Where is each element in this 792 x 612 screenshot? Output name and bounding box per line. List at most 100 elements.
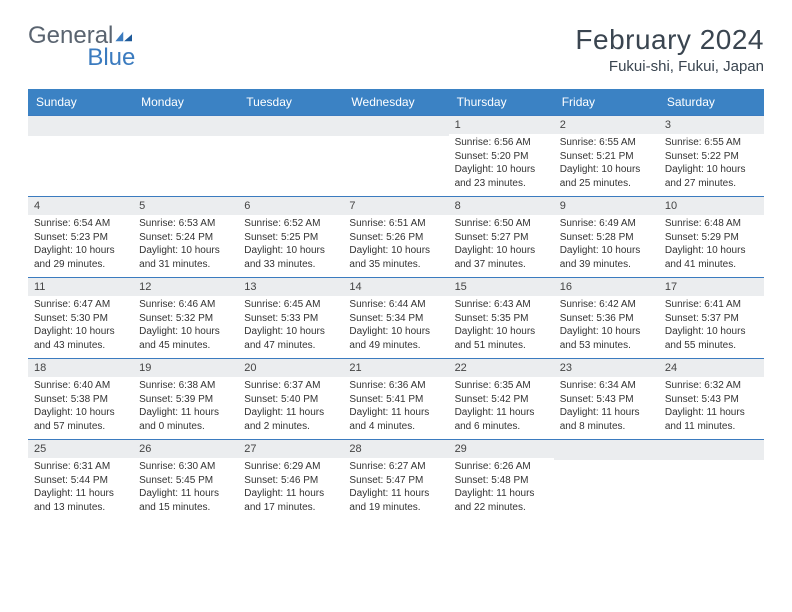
day-content: Sunrise: 6:52 AMSunset: 5:25 PMDaylight:…: [238, 215, 343, 277]
day-content: Sunrise: 6:55 AMSunset: 5:22 PMDaylight:…: [659, 134, 764, 196]
day-number: 13: [238, 278, 343, 296]
day-content: Sunrise: 6:26 AMSunset: 5:48 PMDaylight:…: [449, 458, 554, 520]
day-number: 1: [449, 116, 554, 134]
day-content: Sunrise: 6:55 AMSunset: 5:21 PMDaylight:…: [554, 134, 659, 196]
day-cell-10: 10Sunrise: 6:48 AMSunset: 5:29 PMDayligh…: [659, 196, 764, 277]
page-header: GeneralBlue February 2024 Fukui-shi, Fuk…: [28, 24, 764, 75]
logo: GeneralBlue: [28, 24, 135, 70]
day-cell-20: 20Sunrise: 6:37 AMSunset: 5:40 PMDayligh…: [238, 358, 343, 439]
weekday-tuesday: Tuesday: [238, 89, 343, 115]
day-number: 27: [238, 440, 343, 458]
empty-cell: [343, 115, 448, 196]
day-content: Sunrise: 6:41 AMSunset: 5:37 PMDaylight:…: [659, 296, 764, 358]
day-number: 9: [554, 197, 659, 215]
day-number: 16: [554, 278, 659, 296]
day-number: 12: [133, 278, 238, 296]
day-number: 10: [659, 197, 764, 215]
day-cell-28: 28Sunrise: 6:27 AMSunset: 5:47 PMDayligh…: [343, 439, 448, 520]
day-content: Sunrise: 6:45 AMSunset: 5:33 PMDaylight:…: [238, 296, 343, 358]
calendar-page: GeneralBlue February 2024 Fukui-shi, Fuk…: [0, 0, 792, 544]
weekday-saturday: Saturday: [659, 89, 764, 115]
day-cell-7: 7Sunrise: 6:51 AMSunset: 5:26 PMDaylight…: [343, 196, 448, 277]
day-number: 20: [238, 359, 343, 377]
day-number: 18: [28, 359, 133, 377]
day-number: 26: [133, 440, 238, 458]
day-number: 14: [343, 278, 448, 296]
weekday-monday: Monday: [133, 89, 238, 115]
calendar-body: 1Sunrise: 6:56 AMSunset: 5:20 PMDaylight…: [28, 115, 764, 520]
day-cell-5: 5Sunrise: 6:53 AMSunset: 5:24 PMDaylight…: [133, 196, 238, 277]
day-cell-14: 14Sunrise: 6:44 AMSunset: 5:34 PMDayligh…: [343, 277, 448, 358]
empty-cell: [554, 439, 659, 520]
day-number: 6: [238, 197, 343, 215]
month-title: February 2024: [575, 24, 764, 56]
weekday-thursday: Thursday: [449, 89, 554, 115]
day-number: 4: [28, 197, 133, 215]
day-content: Sunrise: 6:32 AMSunset: 5:43 PMDaylight:…: [659, 377, 764, 439]
weekday-header: SundayMondayTuesdayWednesdayThursdayFrid…: [28, 89, 764, 115]
day-cell-8: 8Sunrise: 6:50 AMSunset: 5:27 PMDaylight…: [449, 196, 554, 277]
day-cell-17: 17Sunrise: 6:41 AMSunset: 5:37 PMDayligh…: [659, 277, 764, 358]
location-text: Fukui-shi, Fukui, Japan: [575, 58, 764, 75]
day-number: 19: [133, 359, 238, 377]
day-content: Sunrise: 6:40 AMSunset: 5:38 PMDaylight:…: [28, 377, 133, 439]
day-number: 8: [449, 197, 554, 215]
day-cell-18: 18Sunrise: 6:40 AMSunset: 5:38 PMDayligh…: [28, 358, 133, 439]
empty-cell: [133, 115, 238, 196]
logo-text-blue: Blue: [87, 44, 135, 71]
day-content: Sunrise: 6:56 AMSunset: 5:20 PMDaylight:…: [449, 134, 554, 196]
day-content: Sunrise: 6:38 AMSunset: 5:39 PMDaylight:…: [133, 377, 238, 439]
day-cell-15: 15Sunrise: 6:43 AMSunset: 5:35 PMDayligh…: [449, 277, 554, 358]
day-cell-21: 21Sunrise: 6:36 AMSunset: 5:41 PMDayligh…: [343, 358, 448, 439]
empty-cell: [28, 115, 133, 196]
day-cell-24: 24Sunrise: 6:32 AMSunset: 5:43 PMDayligh…: [659, 358, 764, 439]
day-content: Sunrise: 6:47 AMSunset: 5:30 PMDaylight:…: [28, 296, 133, 358]
day-content: Sunrise: 6:34 AMSunset: 5:43 PMDaylight:…: [554, 377, 659, 439]
day-content: Sunrise: 6:27 AMSunset: 5:47 PMDaylight:…: [343, 458, 448, 520]
day-cell-11: 11Sunrise: 6:47 AMSunset: 5:30 PMDayligh…: [28, 277, 133, 358]
weekday-wednesday: Wednesday: [343, 89, 448, 115]
day-cell-4: 4Sunrise: 6:54 AMSunset: 5:23 PMDaylight…: [28, 196, 133, 277]
weekday-sunday: Sunday: [28, 89, 133, 115]
day-cell-3: 3Sunrise: 6:55 AMSunset: 5:22 PMDaylight…: [659, 115, 764, 196]
day-content: Sunrise: 6:50 AMSunset: 5:27 PMDaylight:…: [449, 215, 554, 277]
day-cell-6: 6Sunrise: 6:52 AMSunset: 5:25 PMDaylight…: [238, 196, 343, 277]
day-cell-22: 22Sunrise: 6:35 AMSunset: 5:42 PMDayligh…: [449, 358, 554, 439]
calendar-grid: SundayMondayTuesdayWednesdayThursdayFrid…: [28, 89, 764, 520]
empty-cell: [659, 439, 764, 520]
weekday-friday: Friday: [554, 89, 659, 115]
day-content: Sunrise: 6:36 AMSunset: 5:41 PMDaylight:…: [343, 377, 448, 439]
day-cell-19: 19Sunrise: 6:38 AMSunset: 5:39 PMDayligh…: [133, 358, 238, 439]
day-cell-16: 16Sunrise: 6:42 AMSunset: 5:36 PMDayligh…: [554, 277, 659, 358]
day-number: 11: [28, 278, 133, 296]
day-content: Sunrise: 6:42 AMSunset: 5:36 PMDaylight:…: [554, 296, 659, 358]
day-number: 29: [449, 440, 554, 458]
day-content: Sunrise: 6:46 AMSunset: 5:32 PMDaylight:…: [133, 296, 238, 358]
day-content: Sunrise: 6:35 AMSunset: 5:42 PMDaylight:…: [449, 377, 554, 439]
day-content: Sunrise: 6:44 AMSunset: 5:34 PMDaylight:…: [343, 296, 448, 358]
day-content: Sunrise: 6:31 AMSunset: 5:44 PMDaylight:…: [28, 458, 133, 520]
day-number: 7: [343, 197, 448, 215]
day-number: 23: [554, 359, 659, 377]
day-content: Sunrise: 6:53 AMSunset: 5:24 PMDaylight:…: [133, 215, 238, 277]
day-content: Sunrise: 6:37 AMSunset: 5:40 PMDaylight:…: [238, 377, 343, 439]
day-number: 15: [449, 278, 554, 296]
day-content: Sunrise: 6:29 AMSunset: 5:46 PMDaylight:…: [238, 458, 343, 520]
day-cell-9: 9Sunrise: 6:49 AMSunset: 5:28 PMDaylight…: [554, 196, 659, 277]
day-cell-13: 13Sunrise: 6:45 AMSunset: 5:33 PMDayligh…: [238, 277, 343, 358]
day-content: Sunrise: 6:54 AMSunset: 5:23 PMDaylight:…: [28, 215, 133, 277]
day-content: Sunrise: 6:48 AMSunset: 5:29 PMDaylight:…: [659, 215, 764, 277]
day-cell-26: 26Sunrise: 6:30 AMSunset: 5:45 PMDayligh…: [133, 439, 238, 520]
day-number: 24: [659, 359, 764, 377]
day-cell-12: 12Sunrise: 6:46 AMSunset: 5:32 PMDayligh…: [133, 277, 238, 358]
day-content: Sunrise: 6:51 AMSunset: 5:26 PMDaylight:…: [343, 215, 448, 277]
day-number: 22: [449, 359, 554, 377]
day-cell-27: 27Sunrise: 6:29 AMSunset: 5:46 PMDayligh…: [238, 439, 343, 520]
day-cell-1: 1Sunrise: 6:56 AMSunset: 5:20 PMDaylight…: [449, 115, 554, 196]
day-number: 17: [659, 278, 764, 296]
day-number: 28: [343, 440, 448, 458]
day-cell-25: 25Sunrise: 6:31 AMSunset: 5:44 PMDayligh…: [28, 439, 133, 520]
day-number: 2: [554, 116, 659, 134]
day-cell-2: 2Sunrise: 6:55 AMSunset: 5:21 PMDaylight…: [554, 115, 659, 196]
day-content: Sunrise: 6:49 AMSunset: 5:28 PMDaylight:…: [554, 215, 659, 277]
